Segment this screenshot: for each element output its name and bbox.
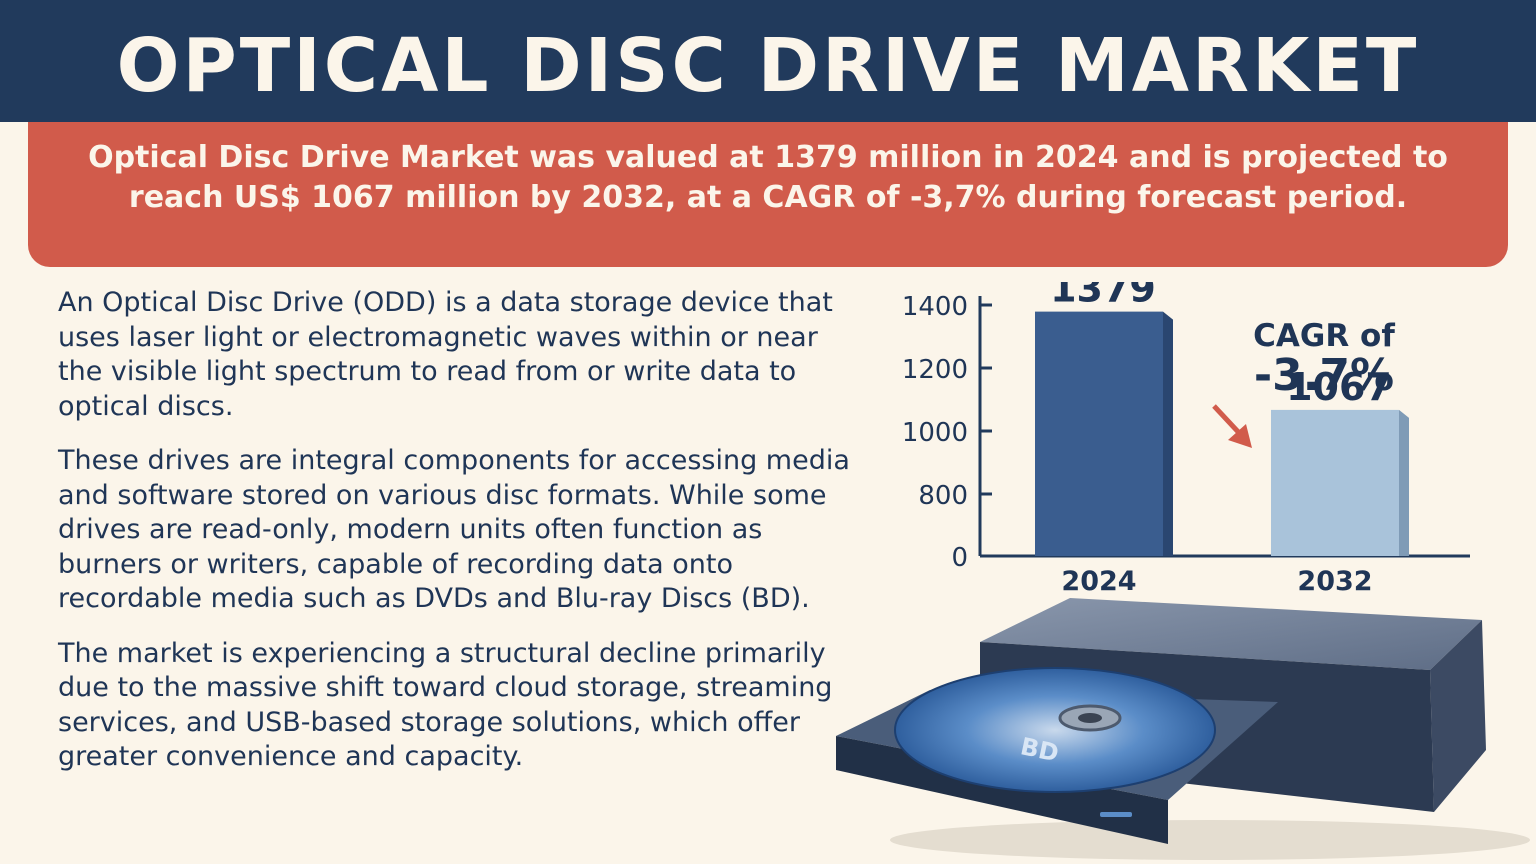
decline-arrow-icon: [1212, 404, 1244, 438]
data-label-2032: 1067: [1286, 365, 1392, 409]
drive-top-panel: [980, 598, 1482, 670]
bar-2024: [1035, 311, 1163, 556]
cagr-annotation-label: CAGR of: [1253, 318, 1395, 354]
y-tick-label: 1000: [902, 418, 968, 448]
summary-text: Optical Disc Drive Market was valued at …: [88, 140, 1448, 215]
y-tick-label: 0: [951, 543, 968, 573]
page-title: OPTICAL DISC DRIVE MARKET: [116, 23, 1420, 109]
disc-spindle-icon: [1078, 713, 1102, 723]
bar-side-2032: [1399, 409, 1409, 556]
paragraph-components: These drives are integral components for…: [58, 445, 850, 614]
y-tick-label: 1400: [902, 292, 968, 322]
drive-shadow: [890, 820, 1530, 860]
paragraph-definition: An Optical Disc Drive (ODD) is a data st…: [58, 287, 833, 422]
bar-side-2024: [1163, 311, 1173, 556]
optical-drive-illustration: BD: [836, 598, 1530, 860]
data-label-2024: 1379: [1050, 282, 1156, 311]
disc-icon: [894, 667, 1216, 793]
x-tick-label: 2024: [1061, 566, 1136, 597]
market-bar-chart: 0 800 1000 1200 1400 1379 2024 1067 2032 CAGR of-…: [902, 282, 1470, 597]
y-tick-label: 800: [918, 481, 968, 511]
paragraph-decline: The market is experiencing a structural …: [58, 637, 833, 773]
decline-arrow-head-icon: [1228, 424, 1252, 448]
cagr-annotation-value: -3.7%: [1254, 350, 1394, 401]
drive-led: [1100, 812, 1132, 817]
y-tick-label: 1200: [902, 355, 968, 385]
description: An Optical Disc Drive (ODD) is a data st…: [58, 286, 868, 795]
drive-side-panel: [1430, 620, 1486, 812]
summary-banner: Optical Disc Drive Market was valued at …: [28, 122, 1508, 267]
title-bar: OPTICAL DISC DRIVE MARKET: [0, 0, 1536, 122]
x-tick-label: 2032: [1297, 566, 1372, 597]
bar-2032: [1271, 409, 1399, 556]
